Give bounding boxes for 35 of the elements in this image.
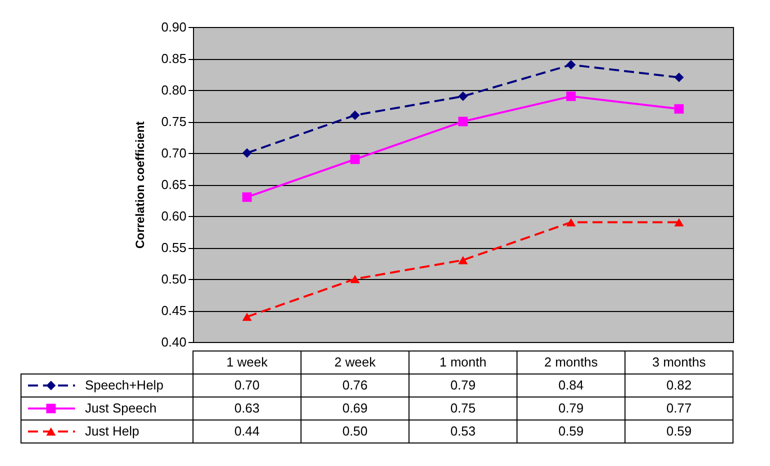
legend-label: Speech+Help: [85, 378, 164, 392]
y-tick-label: 0.75: [161, 114, 186, 129]
legend-label: Just Speech: [85, 400, 157, 416]
legend-label: Just Help: [85, 424, 140, 438]
x-tick-label: 2 months: [544, 354, 598, 370]
y-tick-label: 0.65: [161, 177, 186, 192]
x-tick-label: 1 month: [440, 354, 486, 370]
y-axis-title: Correlation coefficient: [133, 121, 148, 249]
x-tick-label: 2 week: [334, 354, 376, 370]
data-label: 0.79: [450, 378, 476, 392]
data-label: 0.75: [450, 400, 476, 416]
data-label: 0.50: [342, 424, 368, 438]
data-label: 0.69: [342, 400, 368, 416]
data-label: 0.59: [558, 424, 584, 438]
y-tick-label: 0.85: [161, 51, 186, 66]
y-tick-label: 0.60: [161, 208, 186, 224]
x-tick-label: 3 months: [652, 354, 706, 370]
data-label: 0.44: [234, 424, 260, 438]
data-label: 0.79: [558, 400, 584, 416]
data-label: 0.59: [666, 424, 692, 438]
y-tick-label: 0.55: [161, 240, 186, 255]
y-tick-label: 0.45: [161, 303, 186, 318]
y-tick-label: 0.70: [161, 146, 186, 160]
data-label: 0.84: [558, 378, 584, 392]
data-label: 0.70: [234, 378, 260, 392]
y-tick-label: 0.90: [161, 20, 186, 34]
data-label: 0.82: [666, 378, 692, 392]
data-label: 0.53: [450, 424, 476, 438]
x-tick-label: 1 week: [226, 354, 268, 370]
y-tick-label: 0.40: [161, 334, 186, 350]
y-tick-label: 0.80: [161, 82, 186, 98]
data-label: 0.63: [234, 400, 260, 416]
data-label: 0.76: [342, 378, 368, 392]
data-label: 0.77: [666, 400, 692, 416]
y-tick-label: 0.50: [161, 272, 186, 286]
